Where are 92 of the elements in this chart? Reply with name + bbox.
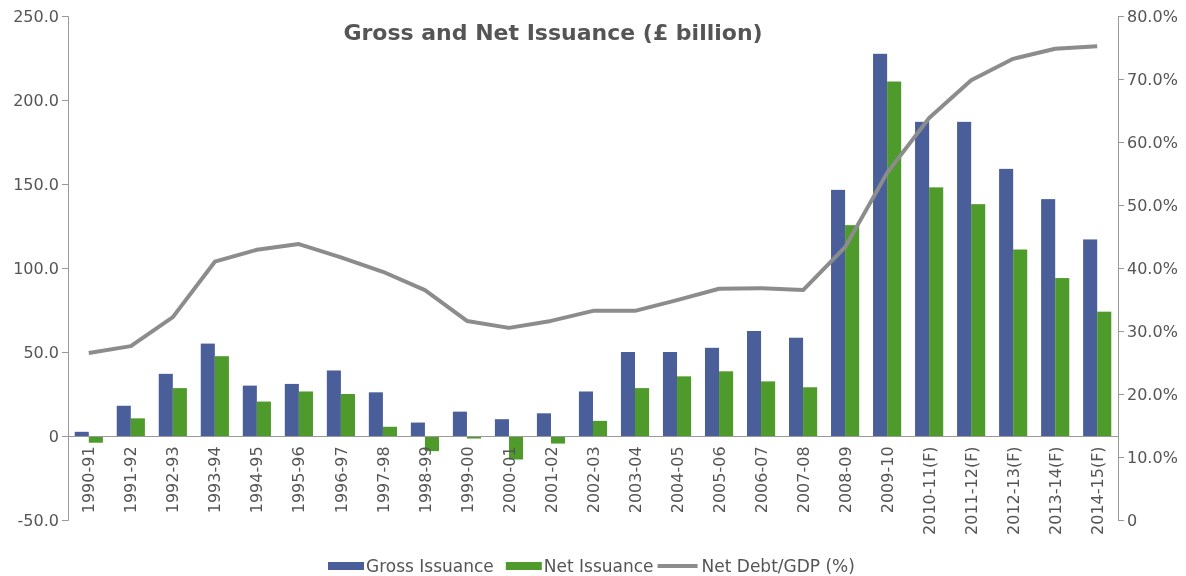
bar xyxy=(845,225,860,436)
bar xyxy=(284,383,299,436)
bar xyxy=(578,391,593,436)
legend-label: Gross Issuance xyxy=(366,556,494,576)
y2-tick-label: 40.0% xyxy=(1127,258,1178,278)
bar xyxy=(326,370,341,436)
chart-title: Gross and Net Issuance (£ billion) xyxy=(343,20,763,45)
x-tick-label: 1992-93 xyxy=(163,446,183,514)
x-tick-label: 1993-94 xyxy=(205,446,225,514)
y-tick-label: 200.0 xyxy=(13,90,59,110)
y-tick-label: 100.0 xyxy=(13,258,59,278)
bar xyxy=(200,343,215,436)
bar xyxy=(1083,239,1098,436)
bar xyxy=(74,431,89,436)
y-tick-label: 50.0 xyxy=(23,342,59,362)
bar xyxy=(971,204,986,436)
bar xyxy=(620,352,636,436)
bar xyxy=(831,189,846,436)
bar xyxy=(789,337,804,436)
x-tick-label: 1990-91 xyxy=(79,446,99,514)
x-tick-label: 1999-00 xyxy=(457,446,477,514)
bar xyxy=(256,401,271,436)
bar xyxy=(915,121,930,436)
bar xyxy=(452,411,467,436)
bar xyxy=(761,381,776,436)
y2-tick-label: 0 xyxy=(1127,510,1138,530)
bar xyxy=(1013,249,1028,436)
bar xyxy=(340,394,355,436)
line-series xyxy=(86,44,1100,356)
x-tick-label: 2002-03 xyxy=(583,446,603,514)
bar xyxy=(929,187,944,436)
bar xyxy=(130,418,145,436)
bar xyxy=(999,168,1014,436)
bar xyxy=(116,405,131,436)
x-tick-label: 2001-02 xyxy=(541,446,561,514)
y-tick-label: 250.0 xyxy=(13,6,59,26)
bar xyxy=(494,419,509,436)
bar xyxy=(677,376,692,436)
bar xyxy=(1041,199,1056,436)
y2-tick-label: 30.0% xyxy=(1127,321,1178,341)
bar xyxy=(550,436,566,444)
y-tick-label: 0 xyxy=(48,426,59,446)
x-tick-label: 1997-98 xyxy=(373,446,393,514)
x-tick-label: 2012-13(F) xyxy=(1003,446,1023,535)
x-tick-label: 2007-08 xyxy=(793,446,813,514)
bar xyxy=(214,356,229,436)
legend-label: Net Issuance xyxy=(543,556,654,576)
bar xyxy=(887,81,902,436)
bar xyxy=(382,426,397,436)
bar xyxy=(662,352,678,436)
bar xyxy=(410,422,425,436)
x-tick-label: 2009-10 xyxy=(877,446,897,514)
x-tick-label: 2014-15(F) xyxy=(1087,446,1107,535)
y2-tick-label: 50.0% xyxy=(1127,195,1178,215)
bar xyxy=(536,413,551,436)
x-tick-label: 2000-01 xyxy=(499,446,519,514)
bar xyxy=(172,388,187,436)
x-tick-label: 2013-14(F) xyxy=(1045,446,1065,535)
y2-tick-label: 10.0% xyxy=(1127,447,1178,467)
legend-label: Net Debt/GDP (%) xyxy=(701,556,855,576)
bar xyxy=(158,373,173,436)
bar xyxy=(704,347,720,436)
x-tick-label: 2008-09 xyxy=(835,446,855,514)
x-tick-label: 2004-05 xyxy=(667,446,687,514)
y-tick-label: -50.0 xyxy=(17,510,59,530)
x-tick-label: 1991-92 xyxy=(121,446,141,514)
bar xyxy=(1055,278,1070,436)
bar xyxy=(1097,311,1112,436)
bar xyxy=(746,331,762,436)
bar xyxy=(957,121,972,436)
x-tick-label: 1995-96 xyxy=(289,446,309,514)
bar xyxy=(719,371,734,436)
x-tick-label: 2006-07 xyxy=(751,446,771,514)
y2-tick-label: 70.0% xyxy=(1127,69,1178,89)
x-tick-label: 2011-12(F) xyxy=(961,446,981,535)
x-tick-label: 2005-06 xyxy=(709,446,729,514)
x-tick-label: 1994-95 xyxy=(247,446,267,514)
bar xyxy=(242,385,257,436)
bar xyxy=(368,392,383,436)
bar xyxy=(593,420,608,436)
y2-tick-label: 80.0% xyxy=(1127,6,1178,26)
y2-tick-label: 60.0% xyxy=(1127,132,1178,152)
bar xyxy=(803,387,818,436)
x-tick-label: 2003-04 xyxy=(625,446,645,514)
y-tick-label: 150.0 xyxy=(13,174,59,194)
bar xyxy=(873,53,888,436)
x-tick-label: 1998-99 xyxy=(415,446,435,514)
x-tick-label: 1996-97 xyxy=(331,446,351,514)
bar xyxy=(635,388,650,436)
y2-tick-label: 20.0% xyxy=(1127,384,1178,404)
bar xyxy=(298,391,313,436)
x-tick-label: 2010-11(F) xyxy=(919,446,939,535)
